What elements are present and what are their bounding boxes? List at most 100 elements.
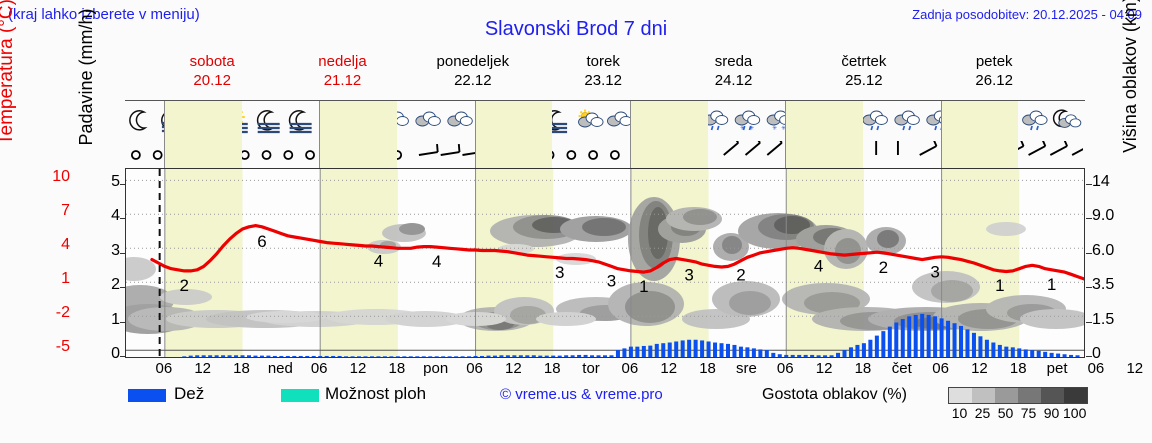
daylight-band: [940, 141, 1019, 168]
x-axis-tick: 12: [349, 360, 367, 377]
precipitation-bar: [363, 356, 368, 357]
temperature-value-label: 1: [995, 276, 1004, 295]
precipitation-bar: [628, 346, 633, 357]
cloud-blob: [160, 289, 212, 305]
temperature-tick: 7: [61, 202, 70, 220]
precipitation-bar: [590, 355, 595, 357]
precipitation-bar: [382, 356, 387, 357]
barb-nw-icon: [1049, 141, 1068, 156]
sun-cloud-icon: [578, 109, 604, 128]
precipitation-bar: [1056, 353, 1061, 357]
precipitation-bar: [337, 355, 342, 357]
axis-tick: [1086, 252, 1092, 254]
day-separator: [163, 141, 165, 168]
temperature-value-label: 3: [555, 263, 564, 282]
precipitation-bar: [719, 343, 724, 357]
cloud-density-step-label: 100: [1063, 405, 1087, 421]
precipitation-tick: 5: [111, 172, 120, 190]
precipitation-bar: [376, 356, 381, 357]
precipitation-bar: [907, 316, 912, 357]
day-header-torek: torek 23.12: [538, 52, 668, 90]
temperature-value-label: 2: [180, 276, 189, 295]
axis-tick: [120, 356, 126, 357]
barb-n-icon: [896, 141, 899, 155]
precipitation-bar: [460, 356, 465, 357]
temperature-tick: -2: [55, 304, 70, 322]
cloud-blob: [648, 207, 668, 259]
precipitation-bar: [324, 355, 329, 357]
cloud-density-step-label: 10: [951, 405, 968, 421]
precipitation-bar: [564, 355, 569, 357]
precipitation-bar: [318, 355, 323, 357]
precipitation-bar: [713, 342, 718, 357]
precipitation-bar: [195, 355, 200, 357]
day-separator: [785, 101, 787, 141]
precipitation-bar: [693, 339, 698, 357]
precipitation-bars: [182, 313, 1080, 357]
daylight-band: [319, 141, 397, 168]
moon-icon: [129, 110, 148, 131]
cloud-density-step: [972, 388, 995, 403]
precipitation-bar: [965, 329, 970, 357]
barb-nw-icon: [1071, 148, 1083, 156]
precipitation-bar: [861, 343, 866, 357]
precipitation-bar: [609, 355, 614, 357]
calm-wind-circle: [283, 150, 294, 160]
snow-flake: ✳: [772, 125, 777, 132]
snow-flake: ✳: [781, 125, 786, 132]
wind-barb-row: [125, 141, 1085, 168]
precipitation-bar: [272, 355, 277, 357]
rain-drop: [742, 125, 746, 131]
cloud-blob: [625, 291, 675, 323]
page-title: Slavonski Brod 7 dni: [484, 18, 668, 40]
precipitation-bar: [855, 344, 860, 357]
axis-tick: [1086, 287, 1092, 288]
precipitation-bar: [1049, 352, 1054, 357]
temperature-value-label: 3: [684, 266, 693, 285]
cloud-density-title: Gostota oblakov (%): [762, 386, 907, 403]
calm-icon: [239, 150, 250, 160]
wind-barbs-canvas: [130, 141, 1083, 160]
precipitation-bar: [454, 356, 459, 357]
axis-tick: [120, 321, 126, 323]
temperature-line: [150, 224, 1084, 281]
precipitation-bar: [997, 344, 1002, 357]
x-axis-tick: sre: [735, 360, 757, 377]
day-header-nedelja: nedelja 21.12: [277, 52, 407, 90]
precipitation-bar: [428, 356, 433, 357]
x-axis-tick: pon: [423, 360, 449, 377]
precipitation-bar: [758, 349, 763, 357]
calm-wind-circle: [130, 150, 141, 160]
day-name: četrtek: [841, 53, 887, 70]
precipitation-bar: [816, 355, 821, 357]
precipitation-bar: [1023, 349, 1028, 357]
copyright-link[interactable]: © vreme.us & vreme.pro: [500, 386, 663, 403]
precipitation-bar: [984, 339, 989, 357]
cloud-icon: [447, 111, 473, 127]
precipitation-tick: 2: [111, 276, 120, 293]
cloud-lobe: [1034, 115, 1048, 125]
cloud-density-ticks: 10 25 50 75 90 100: [948, 405, 1087, 421]
calm-icon: [283, 150, 294, 160]
day-separator: [629, 141, 631, 168]
axis-tick: [120, 218, 126, 220]
precipitation-bar: [467, 356, 472, 357]
daylight-band: [474, 101, 553, 141]
calm-icon: [609, 150, 620, 160]
cloud-blob: [399, 223, 425, 235]
precipitation-bar: [874, 335, 879, 357]
temperature-tick: -5: [55, 338, 70, 356]
calm-icon: [261, 150, 272, 160]
rain-drop: [870, 125, 874, 131]
calm-wind-circle: [239, 150, 250, 160]
precipitation-bar: [622, 348, 627, 357]
day-header-petek: petek 26.12: [929, 52, 1059, 90]
rain-drop: [748, 125, 752, 131]
showers-swatch: [281, 389, 319, 402]
wind-shaft: [1028, 145, 1046, 156]
precipitation-bar: [1017, 348, 1022, 357]
day-header-sreda: sreda 24.12: [668, 52, 798, 90]
day-name: petek: [975, 53, 1013, 70]
precipitation-bar: [221, 355, 226, 357]
